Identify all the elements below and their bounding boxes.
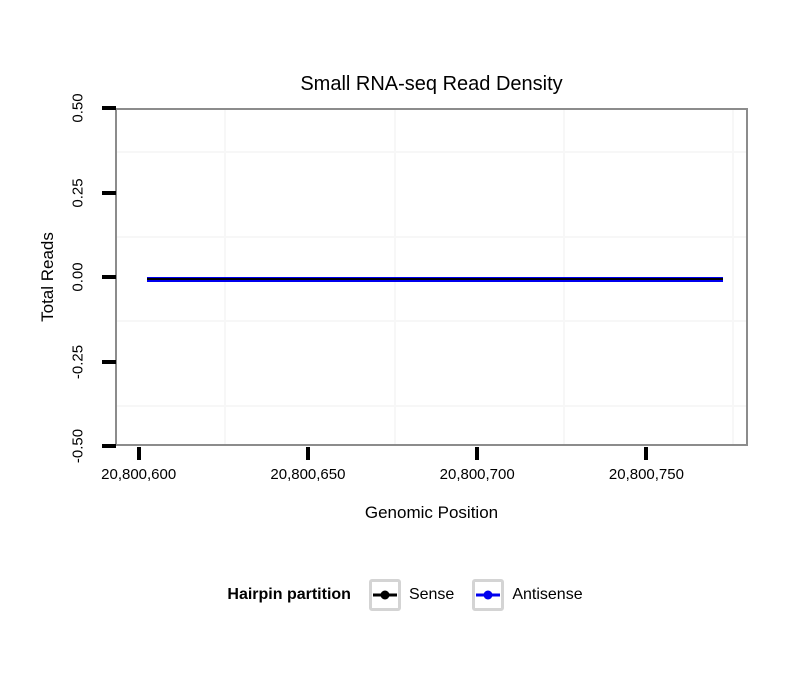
minor-gridline-horizontal [117,151,746,154]
y-axis-tick [102,275,116,279]
sense-point-glyph [380,590,390,600]
y-tick-label: -0.25 [69,344,87,379]
y-tick-label: 0.00 [69,262,87,292]
legend-label-antisense: Antisense [512,586,583,603]
legend-label-sense: Sense [408,586,455,603]
y-axis-tick [102,106,116,110]
legend-key-sense [368,579,401,611]
y-axis-title: Total Reads [38,232,57,322]
y-tick-label: -0.50 [69,428,87,464]
x-tick-label: 20,800,750 [608,466,684,483]
x-axis-tick [475,447,480,460]
chart-title: Small RNA-seq Read Density [300,73,563,95]
x-tick-label: 20,800,650 [270,466,346,483]
x-axis-tick [644,447,649,460]
x-axis-tick [305,447,310,460]
legend-item-sense: Sense [368,579,455,611]
y-axis-tick [102,444,116,448]
x-axis-title: Genomic Position [364,503,499,522]
minor-gridline-horizontal [117,404,746,407]
legend-title: Hairpin partition [227,586,351,603]
data-line-sense [147,278,723,280]
x-tick-label: 20,800,600 [101,466,177,483]
x-tick-label: 20,800,700 [439,466,515,483]
minor-gridline-horizontal [117,320,746,323]
plot-panel [115,108,748,446]
minor-gridline-horizontal [117,235,746,238]
y-axis-tick [102,359,116,364]
x-axis-tick [136,447,141,460]
y-tick-label: 0.50 [69,93,87,123]
legend-key-antisense [472,579,505,611]
plot-area [117,110,746,444]
legend: Hairpin partition Sense Antisense [0,577,810,613]
antisense-point-glyph [483,590,493,600]
minor-gridline-vertical [732,110,735,444]
legend-item-antisense: Antisense [472,579,583,611]
y-tick-label: 0.25 [69,177,87,208]
y-axis-tick [102,190,116,195]
